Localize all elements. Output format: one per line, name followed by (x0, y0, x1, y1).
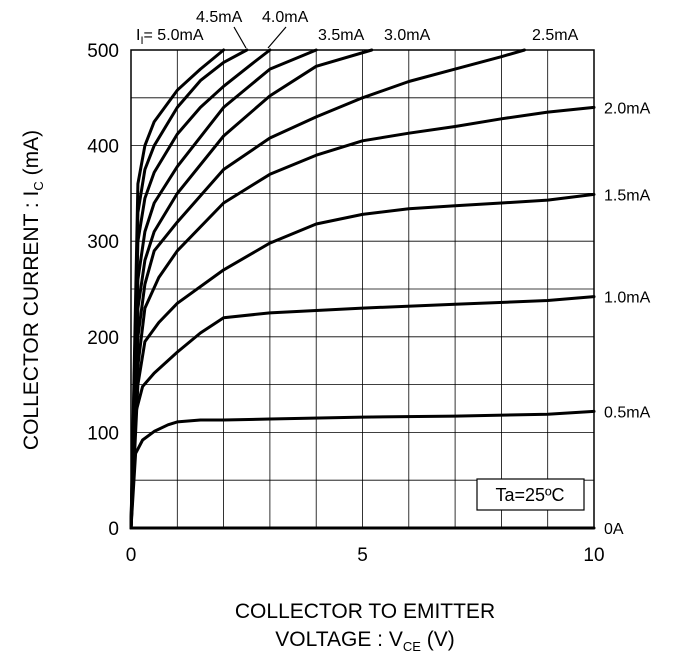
curve-label-4-5mA: 4.5mA (196, 9, 243, 26)
y-tick-label: 400 (87, 137, 119, 158)
ib-sub: I (140, 35, 143, 47)
curve-label-3-5mA: 3.5mA (318, 27, 365, 44)
x-axis-label-line1: COLLECTOR TO EMITTER (235, 600, 495, 623)
x-axis-label-sub: CE (403, 639, 421, 654)
series-line-1-5mA (129, 192, 596, 530)
curve-label-0-5mA: 0.5mA (604, 404, 651, 421)
x-tick-label: 5 (357, 545, 368, 566)
curve-label-0A: 0A (604, 521, 624, 538)
grid (131, 50, 594, 528)
series-line-3-0mA (129, 48, 374, 530)
y-tick-label: 500 (87, 41, 119, 62)
ib-eq: = 5.0mA (144, 27, 204, 44)
curve-label-3-0mA: 3.0mA (384, 27, 431, 44)
leader-line-4-0mA (267, 26, 287, 49)
leader-line-4-5mA (233, 26, 247, 49)
curve-label-1-5mA: 1.5mA (604, 187, 651, 204)
y-tick-label: 300 (87, 232, 119, 253)
series-line-2-0mA (129, 105, 596, 530)
y-axis-label-prefix: COLLECTOR CURRENT : I (20, 191, 43, 450)
x-axis-label-line2: VOLTAGE : VCE (V) (275, 628, 454, 654)
curve-labels: 2.0mA 1.5mA 1.0mA 0.5mA 0A 2.5mA 3.0mA 3.5mA 4.0… (136, 9, 651, 538)
series-line-0-5mA (129, 409, 596, 530)
series-line-2-5mA (129, 48, 526, 530)
annotation-text: Ta=25ºC (495, 485, 564, 505)
ib-prefix: I (136, 27, 140, 44)
plot-frame (130, 49, 595, 529)
y-tick-label: 0 (108, 519, 119, 540)
curve-label-4-0mA: 4.0mA (262, 9, 309, 26)
series-line-4-0mA (129, 48, 272, 530)
curve-label-2-5mA: 2.5mA (532, 27, 579, 44)
series-line-4-5mA (129, 48, 249, 530)
x-tick-label: 0 (126, 545, 137, 566)
x-axis-label-suffix: (V) (421, 628, 455, 651)
series-line-3-5mA (129, 48, 318, 530)
curve-label-5-0mA: II= 5.0mA (136, 27, 204, 47)
y-tick-label: 200 (87, 328, 119, 349)
series-line-5-0mA (129, 48, 226, 530)
y-axis-label: COLLECTOR CURRENT : IC (mA) (20, 130, 46, 450)
curve-label-2-0mA: 2.0mA (604, 100, 651, 117)
curve-label-1-0mA: 1.0mA (604, 290, 651, 307)
series-line-1-0mA (129, 295, 596, 530)
y-axis-label-suffix: (mA) (20, 130, 43, 181)
annotation-box: Ta=25ºC (476, 478, 585, 511)
annotation-frame (476, 478, 585, 511)
x-tick-label: 10 (583, 545, 604, 566)
y-axis-label-sub: C (31, 181, 46, 190)
y-tick-label: 100 (87, 423, 119, 444)
x-axis-label-prefix: VOLTAGE : V (275, 628, 403, 651)
